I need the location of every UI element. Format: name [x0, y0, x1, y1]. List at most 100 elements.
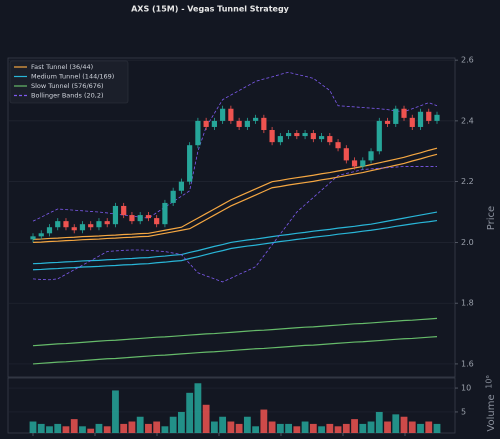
volume-bar	[408, 421, 416, 433]
volume-bar	[210, 421, 218, 433]
candle-body	[261, 117, 267, 131]
volume-bar	[268, 421, 276, 433]
candle-body	[253, 117, 259, 121]
volume-bar	[186, 392, 194, 433]
volume-bar	[120, 423, 128, 433]
volume-bar	[70, 419, 78, 433]
volume-bar	[161, 426, 169, 433]
volume-bar	[54, 423, 62, 433]
volume-bar	[367, 421, 375, 433]
volume-bar	[62, 426, 70, 433]
candle-body	[121, 205, 127, 216]
candle-body	[170, 190, 176, 203]
overlay-line	[32, 166, 437, 283]
overlay-line	[32, 219, 438, 271]
volume-bar	[433, 423, 441, 433]
candle-body	[310, 133, 316, 140]
volume-bar	[95, 423, 103, 433]
volume-offset-label: 10⁶	[485, 375, 494, 388]
y-axis-label: Price	[486, 206, 497, 230]
y-tick-label: 1.6	[461, 359, 474, 368]
candle-body	[228, 108, 234, 121]
volume-bar	[301, 421, 309, 433]
candle-body	[195, 120, 201, 146]
volume-bar	[400, 416, 408, 433]
volume-bar	[178, 411, 185, 433]
volume-bar	[293, 426, 301, 433]
volume-bar	[425, 421, 433, 433]
volume-bar	[87, 428, 95, 433]
candle-body	[129, 215, 135, 222]
candle-body	[38, 233, 44, 237]
candle-body	[63, 221, 69, 228]
volume-bar	[384, 421, 391, 433]
volume-bar	[392, 414, 400, 433]
volume-bar	[326, 423, 334, 433]
candle-body	[376, 120, 382, 152]
volume-bar	[128, 421, 136, 433]
volume-bar	[103, 426, 111, 433]
candle-body	[368, 151, 374, 161]
candle-body	[244, 120, 250, 127]
candle-body	[71, 227, 77, 231]
candle-body	[351, 160, 358, 167]
candle-body	[236, 120, 242, 127]
volume-bar	[359, 423, 367, 433]
candle-body	[162, 202, 168, 225]
volume-bar	[417, 423, 424, 433]
candle-body	[187, 145, 193, 182]
candle-body	[327, 136, 333, 143]
volume-bar	[342, 423, 350, 433]
y-tick-label: 2.6	[461, 56, 474, 65]
candle-body	[137, 215, 143, 222]
candle-body	[55, 221, 61, 228]
price-panel	[7, 57, 456, 378]
legend-box	[9, 60, 129, 104]
y-tick-label: 2.4	[461, 116, 474, 125]
volume-bar	[29, 421, 37, 433]
candle-body	[426, 111, 432, 121]
volume-bar	[79, 426, 86, 433]
volume-bar	[145, 423, 152, 433]
candle-body	[269, 130, 275, 143]
candle-body	[384, 120, 391, 124]
volume-bar	[309, 423, 317, 433]
candle-body	[401, 108, 407, 118]
volume-bar	[260, 409, 268, 433]
volume-bar	[169, 416, 177, 433]
overlay-line	[32, 335, 438, 365]
volume-bar	[334, 426, 342, 433]
candle-body	[154, 218, 160, 225]
y-tick-label: 1.8	[461, 299, 474, 308]
candle-body	[302, 133, 308, 137]
volume-bar	[202, 404, 210, 433]
y-tick-label: 10	[461, 384, 471, 393]
volume-bar	[285, 423, 292, 433]
volume-bar	[136, 416, 144, 433]
candle-body	[104, 221, 110, 225]
candle-body	[417, 111, 424, 127]
candle-body	[409, 117, 415, 127]
volume-bar	[219, 416, 227, 433]
chart-title: AXS (15M) - Vegas Tunnel Strategy	[131, 5, 290, 14]
candle-body	[145, 215, 152, 219]
volume-bar	[46, 426, 53, 433]
candle-body	[220, 108, 226, 121]
volume-bar	[318, 426, 325, 433]
legend-label: Bollinger Bands (20,2)	[31, 92, 104, 100]
volume-bar	[194, 383, 202, 433]
volume-bar	[112, 390, 119, 433]
candle-body	[30, 236, 36, 240]
legend-label: Slow Tunnel (576/676)	[31, 82, 104, 90]
candle-body	[434, 114, 440, 121]
volume-bar	[375, 411, 383, 433]
volume-bar	[351, 419, 358, 433]
candle-body	[360, 160, 366, 167]
overlay-line	[32, 317, 438, 347]
candle-body	[318, 136, 325, 140]
legend-label: Fast Tunnel (36/44)	[31, 63, 93, 71]
volume-bar	[227, 421, 235, 433]
volume-bar	[252, 426, 260, 433]
volume-axis-label: Volume	[486, 394, 497, 431]
